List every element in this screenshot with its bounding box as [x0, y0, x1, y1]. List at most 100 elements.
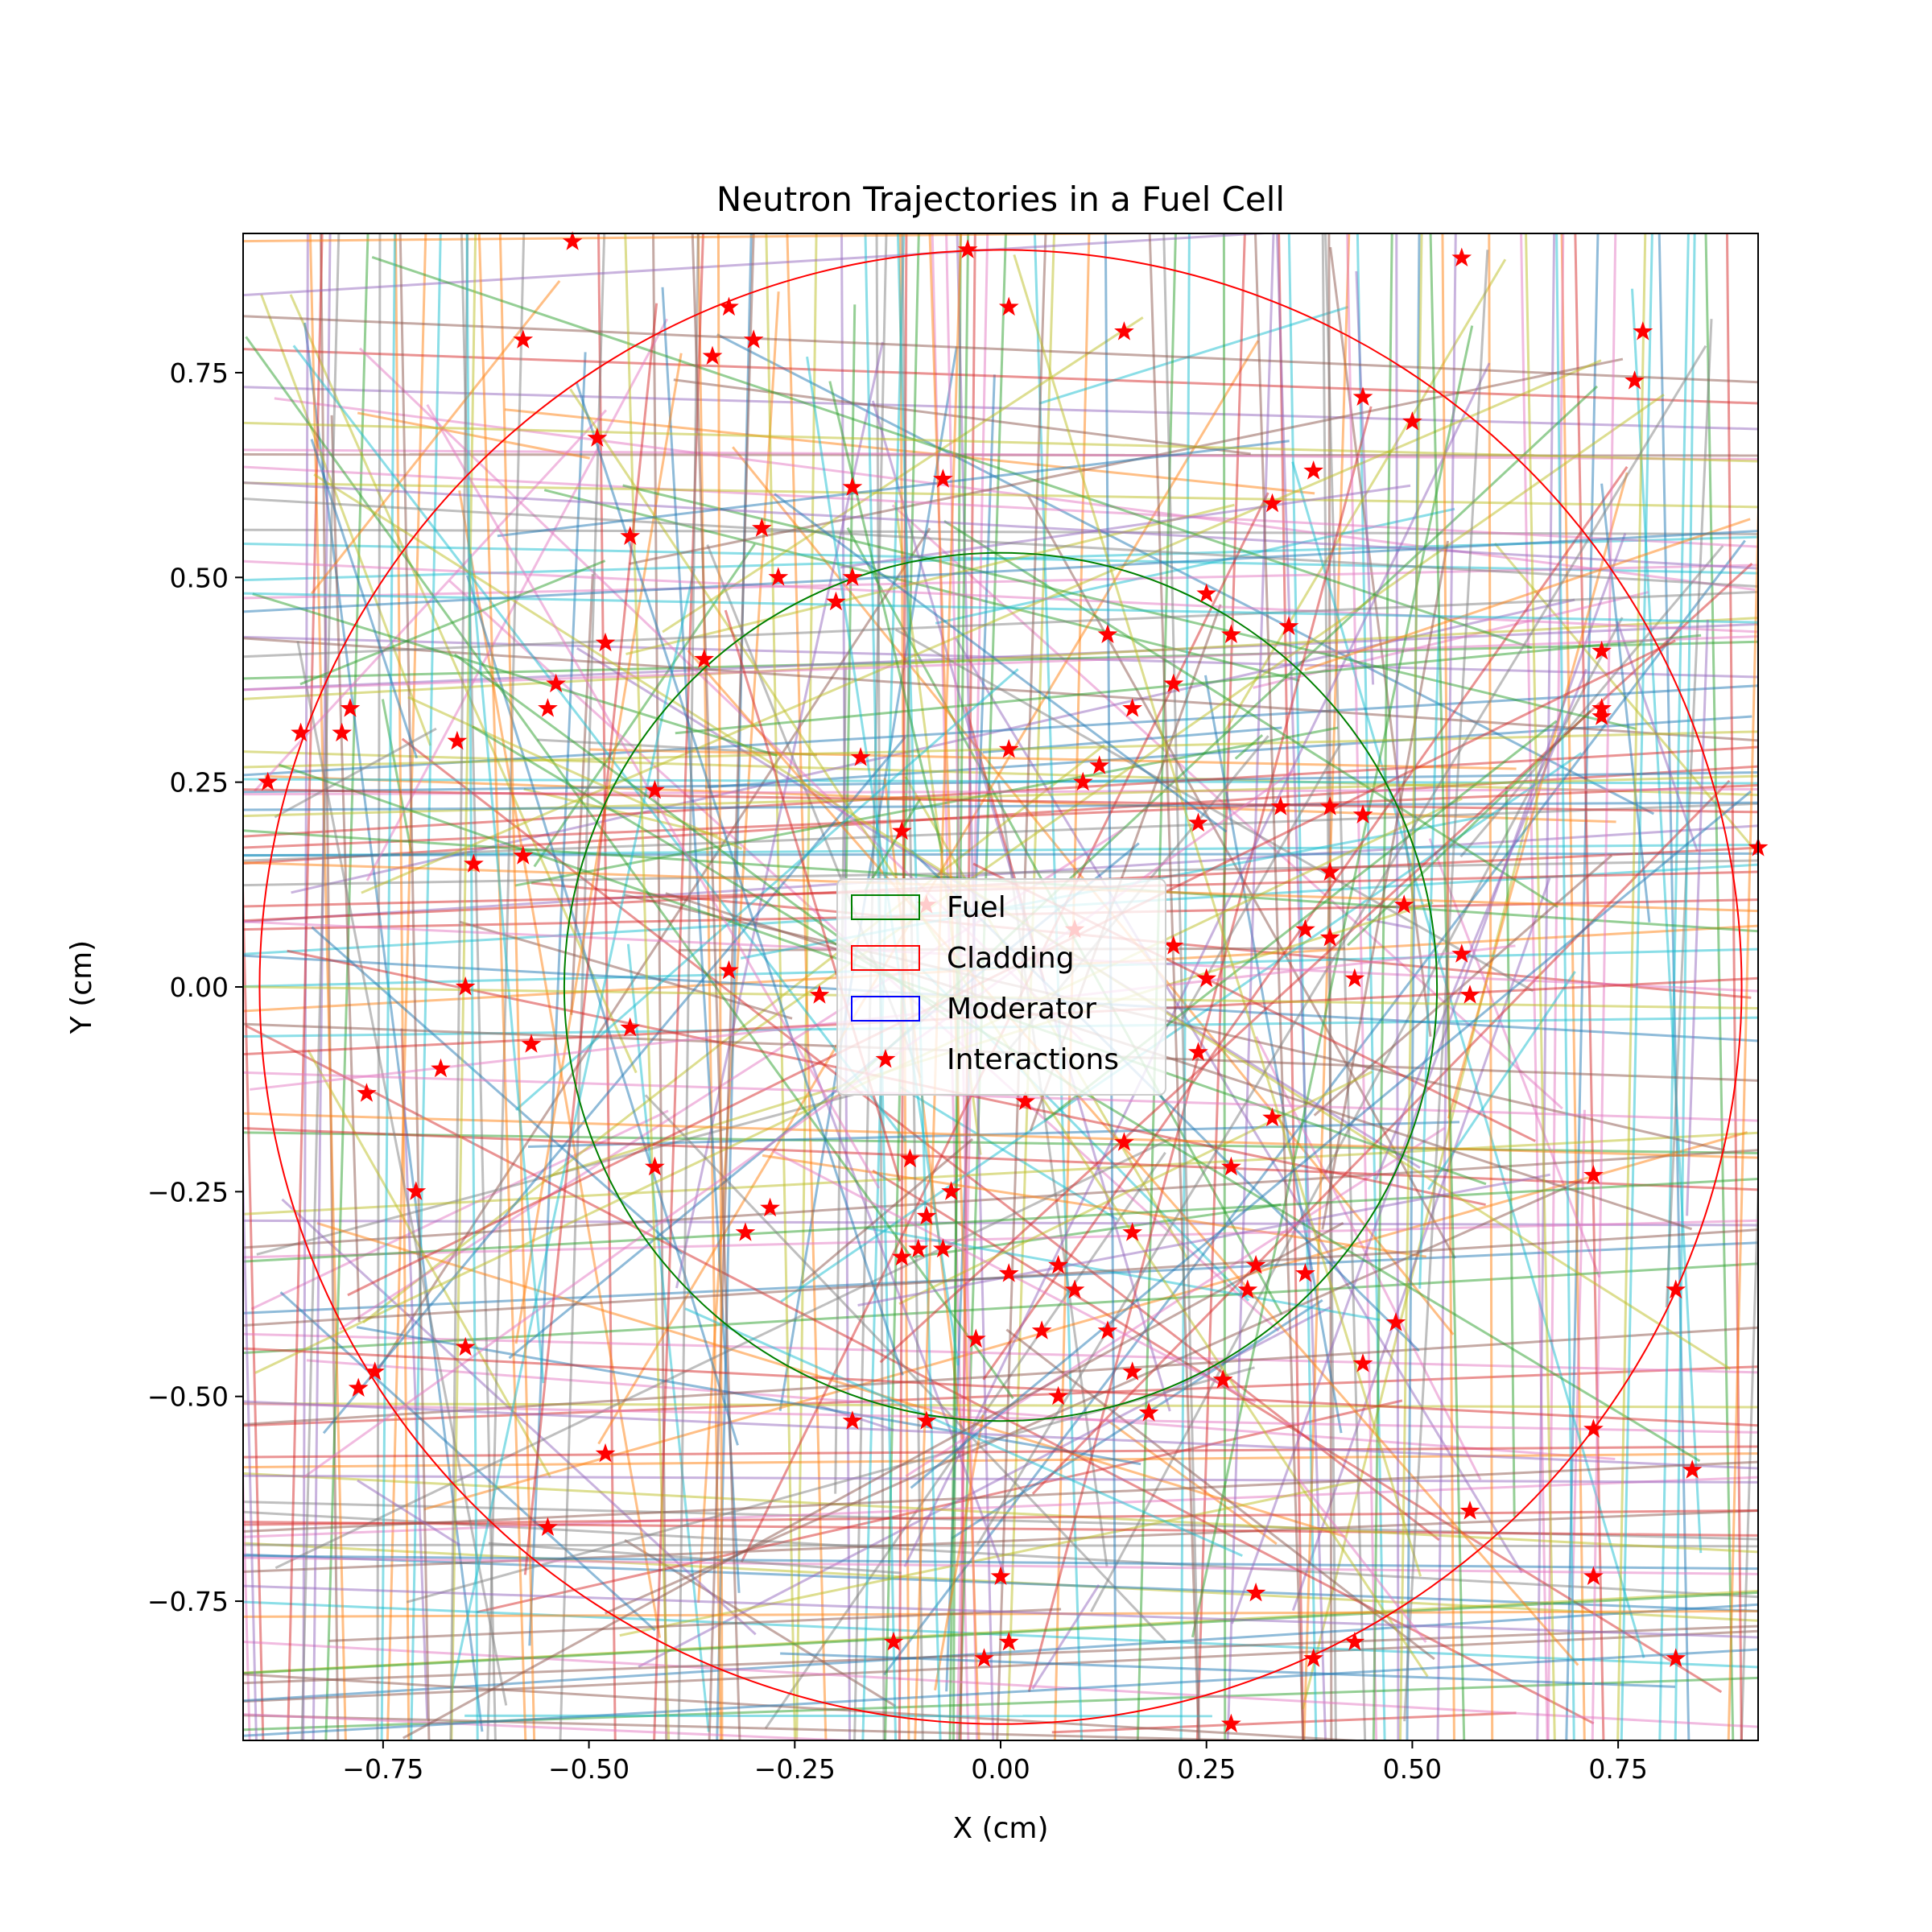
trajectory-segment	[1346, 233, 1378, 1740]
trajectory-segment	[1234, 734, 1264, 760]
trajectory-segment	[879, 562, 1753, 1364]
legend-fuel-label: Fuel	[947, 891, 1006, 924]
trajectory-segment	[762, 1154, 1426, 1258]
interaction-point	[1031, 1320, 1052, 1340]
trajectory-segment	[296, 641, 508, 1706]
interaction-point	[1583, 1566, 1604, 1585]
trajectory-segment	[243, 1554, 1758, 1571]
interaction-point	[768, 567, 789, 586]
interaction-point	[760, 1197, 780, 1217]
interaction-point	[1459, 1501, 1480, 1520]
interaction-point	[455, 1336, 476, 1356]
trajectory-segment	[528, 352, 587, 1646]
legend-box	[836, 878, 1166, 1096]
trajectory-segment	[316, 1222, 1346, 1538]
trajectory-segment	[243, 348, 1758, 405]
interaction-point	[1221, 1713, 1241, 1733]
trajectory-segment	[243, 1071, 1758, 1122]
interaction-point	[1064, 1279, 1085, 1298]
trajectory-segment	[1488, 233, 1494, 1740]
interaction-point	[1352, 1353, 1373, 1373]
interaction-point	[1303, 1648, 1323, 1667]
trajectory-segment	[898, 1071, 1373, 1306]
interaction-point	[1633, 321, 1653, 341]
interaction-point	[1393, 894, 1414, 914]
trajectory-segment	[1536, 233, 1556, 1740]
x-axis-label: X (cm)	[952, 1812, 1048, 1845]
trajectory-segment	[523, 303, 658, 1575]
interaction-point	[719, 296, 739, 316]
trajectory-segment	[243, 1445, 1758, 1459]
interaction-point	[752, 518, 772, 537]
trajectory-segment	[625, 503, 1235, 655]
interaction-point	[1196, 583, 1217, 603]
interaction-point	[562, 231, 583, 250]
interaction-point	[966, 1328, 986, 1348]
x-tick-label: 0.25	[1177, 1753, 1236, 1785]
trajectory-segment	[243, 1648, 1758, 1737]
interaction-point	[809, 985, 830, 1004]
interaction-point	[842, 1410, 863, 1430]
interaction-point	[332, 722, 353, 742]
trajectory-segment	[243, 1713, 871, 1740]
trajectory-segment	[899, 1086, 1118, 1221]
interaction-point	[538, 1517, 558, 1536]
interaction-point	[1015, 1091, 1035, 1110]
trajectory-segment	[400, 1028, 429, 1719]
x-tick-label: −0.25	[754, 1753, 836, 1785]
interaction-point	[348, 1377, 369, 1397]
interaction-point	[916, 1205, 937, 1225]
interaction-point	[1262, 493, 1282, 513]
trajectory-segment	[488, 1542, 902, 1575]
interaction-point	[1138, 1402, 1159, 1422]
interaction-point	[1122, 698, 1142, 717]
interaction-point	[1114, 1132, 1134, 1151]
trajectory-segment	[243, 1609, 1758, 1618]
interaction-point	[1295, 1263, 1315, 1282]
trajectory-segment	[357, 1479, 461, 1546]
y-axis-label: Y (cm)	[65, 940, 98, 1034]
interaction-point	[1122, 1222, 1142, 1241]
trajectory-segment	[622, 484, 1637, 730]
interaction-point	[1196, 968, 1217, 988]
trajectory-segment	[243, 1400, 1758, 1470]
trajectory-segment	[243, 1673, 1371, 1740]
interaction-point	[702, 345, 723, 365]
trajectory-segment	[1740, 1155, 1758, 1740]
trajectory-segment	[716, 333, 1655, 815]
trajectory-segment	[477, 233, 527, 1740]
trajectory-segment	[1321, 233, 1337, 1740]
interaction-point	[719, 960, 739, 980]
chart-title: Neutron Trajectories in a Fuel Cell	[716, 180, 1285, 219]
interaction-point	[1221, 1156, 1241, 1176]
trajectory-segment	[1304, 518, 1751, 671]
interaction-point	[1097, 1320, 1118, 1340]
interaction-point	[1097, 624, 1118, 643]
trajectory-segment	[243, 1553, 1758, 1612]
trajectory-segment	[1038, 305, 1349, 405]
trajectory-segment	[1203, 675, 1343, 1434]
trajectory-segment	[279, 1291, 656, 1632]
interaction-point	[957, 239, 978, 258]
trajectory-segment	[864, 798, 922, 892]
trajectory-segment	[687, 650, 1579, 1666]
trajectory-segment	[1620, 233, 1653, 1740]
trajectory-segment	[934, 1414, 985, 1690]
interaction-point	[1666, 1648, 1686, 1667]
trajectory-segment	[943, 519, 1558, 908]
trajectory-segment	[243, 233, 1234, 243]
interaction-point	[258, 771, 278, 791]
interaction-point	[998, 739, 1019, 758]
trajectory-segment	[426, 404, 881, 1189]
trajectory-segment	[243, 497, 1758, 588]
y-tick-label: 0.00	[170, 972, 229, 1003]
interaction-point	[1402, 411, 1422, 431]
trajectory-segment	[465, 233, 479, 1740]
trajectory-segment	[1704, 233, 1735, 1740]
interaction-point	[1270, 796, 1291, 815]
interaction-point	[538, 698, 558, 717]
trajectory-segment	[691, 233, 741, 1740]
interaction-point	[464, 853, 484, 873]
interaction-point	[455, 976, 476, 996]
interaction-point	[1163, 673, 1184, 693]
